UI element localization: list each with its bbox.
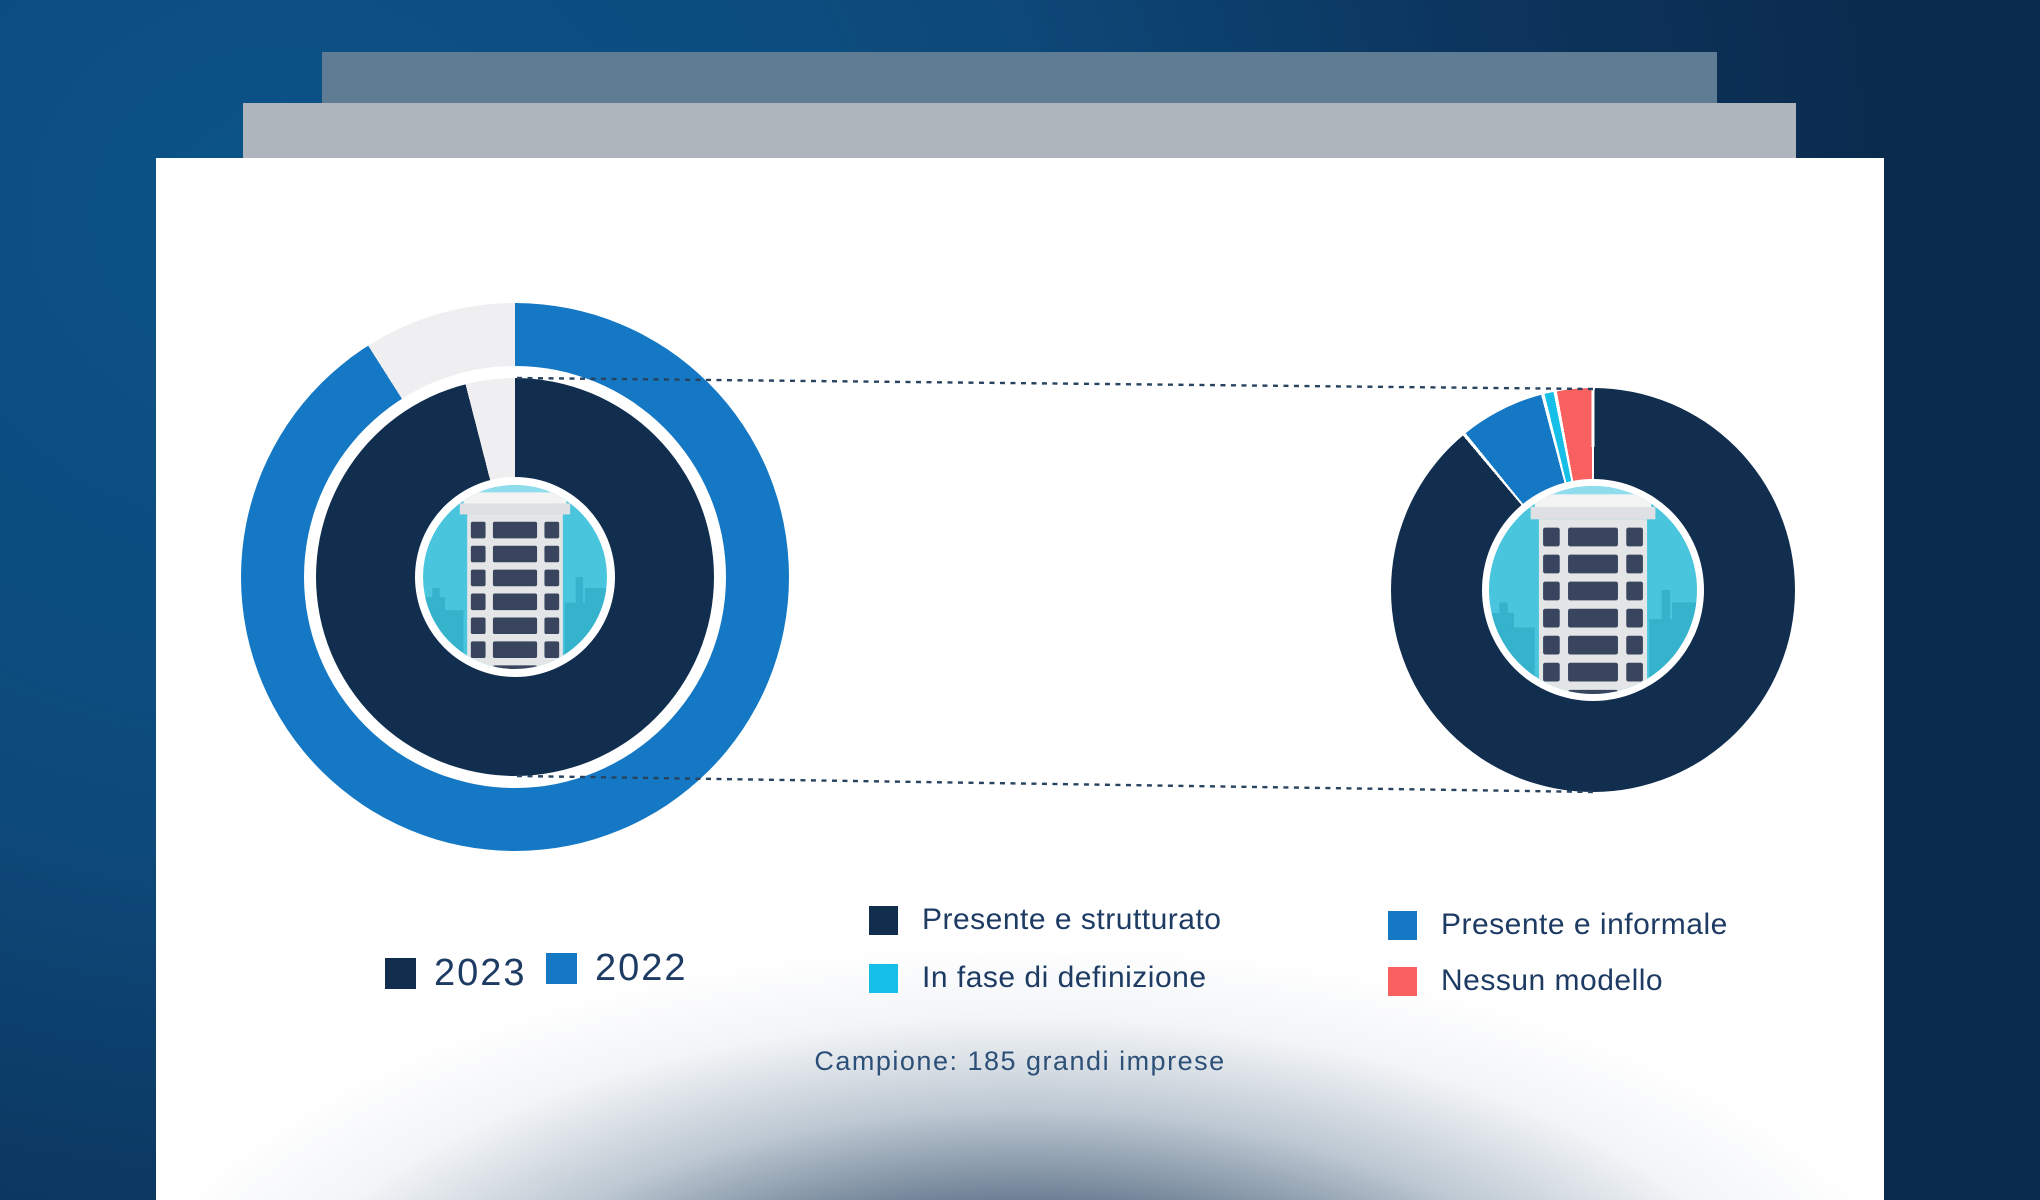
legend-label-2023: 2023 bbox=[434, 952, 527, 994]
legend-item-presente-informale: Presente e informale bbox=[1388, 908, 1728, 942]
legend-item-in-fase-di-definizione: In fase di definizione bbox=[869, 961, 1207, 995]
legend-swatch-in-fase-di-definizione bbox=[869, 963, 898, 993]
legend-swatch-2023 bbox=[385, 958, 416, 989]
legend-label-presente-strutturato: Presente e strutturato bbox=[922, 903, 1222, 936]
right-donut-chart bbox=[1391, 388, 1795, 792]
legend-swatch-nessun-modello bbox=[1388, 966, 1417, 996]
building-icon bbox=[1489, 486, 1697, 694]
legend-item-2022: 2022 bbox=[546, 947, 688, 990]
legend-item-nessun-modello: Nessun modello bbox=[1388, 964, 1663, 998]
legend-label-nessun-modello: Nessun modello bbox=[1441, 964, 1664, 997]
left-donut-chart bbox=[241, 303, 789, 851]
slide-stack-mid-band bbox=[243, 103, 1796, 158]
legend-swatch-presente-informale bbox=[1388, 910, 1417, 940]
legend-swatch-presente-strutturato bbox=[869, 905, 898, 935]
legend-label-in-fase-di-definizione: In fase di definizione bbox=[922, 961, 1207, 994]
slide-stack-back-band bbox=[322, 52, 1717, 103]
sample-caption: Campione: 185 grandi imprese bbox=[814, 1046, 1226, 1076]
legend-swatch-2022 bbox=[546, 953, 577, 984]
legend-item-2023: 2023 bbox=[385, 952, 527, 995]
legend-label-2022: 2022 bbox=[595, 947, 688, 989]
legend-item-presente-strutturato: Presente e strutturato bbox=[869, 903, 1222, 937]
building-icon bbox=[423, 485, 607, 669]
legend-label-presente-informale: Presente e informale bbox=[1441, 908, 1728, 941]
